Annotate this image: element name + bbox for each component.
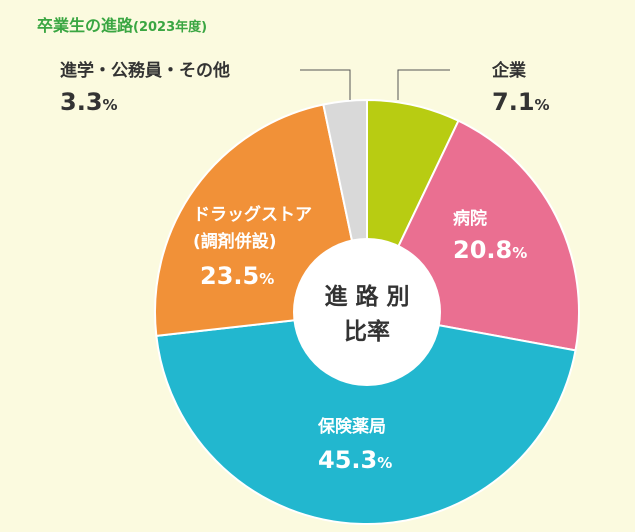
- leader-line-company: [397, 69, 450, 100]
- label-pharmacy-name: 保険薬局: [317, 416, 386, 437]
- center-label-line-2: 比率: [344, 318, 390, 345]
- chart-title-main: 卒業生の進路: [37, 16, 134, 35]
- label-pharmacy-value: 45.3%: [318, 446, 392, 474]
- label-other-value: 3.3%: [60, 88, 118, 116]
- label-drugstore-name2: (調剤併設): [193, 231, 277, 252]
- center-circle: [293, 238, 441, 386]
- label-company-value: 7.1%: [492, 88, 550, 116]
- chart-title-year: (2023年度): [133, 19, 207, 35]
- label-hospital-name: 病院: [453, 208, 487, 229]
- slice-pharmacy: [155, 310, 577, 525]
- label-hospital-value: 20.8%: [453, 236, 527, 264]
- label-drugstore-value: 23.5%: [200, 262, 274, 290]
- center-label-line-1: 進 路 別: [324, 283, 409, 310]
- label-drugstore-name: ドラッグストア: [193, 204, 312, 225]
- chart-title: 卒業生の進路(2023年度): [37, 16, 207, 35]
- label-other-name: 進学・公務員・その他: [60, 60, 230, 81]
- label-company-name: 企業: [491, 60, 526, 81]
- leader-line-other: [300, 69, 351, 100]
